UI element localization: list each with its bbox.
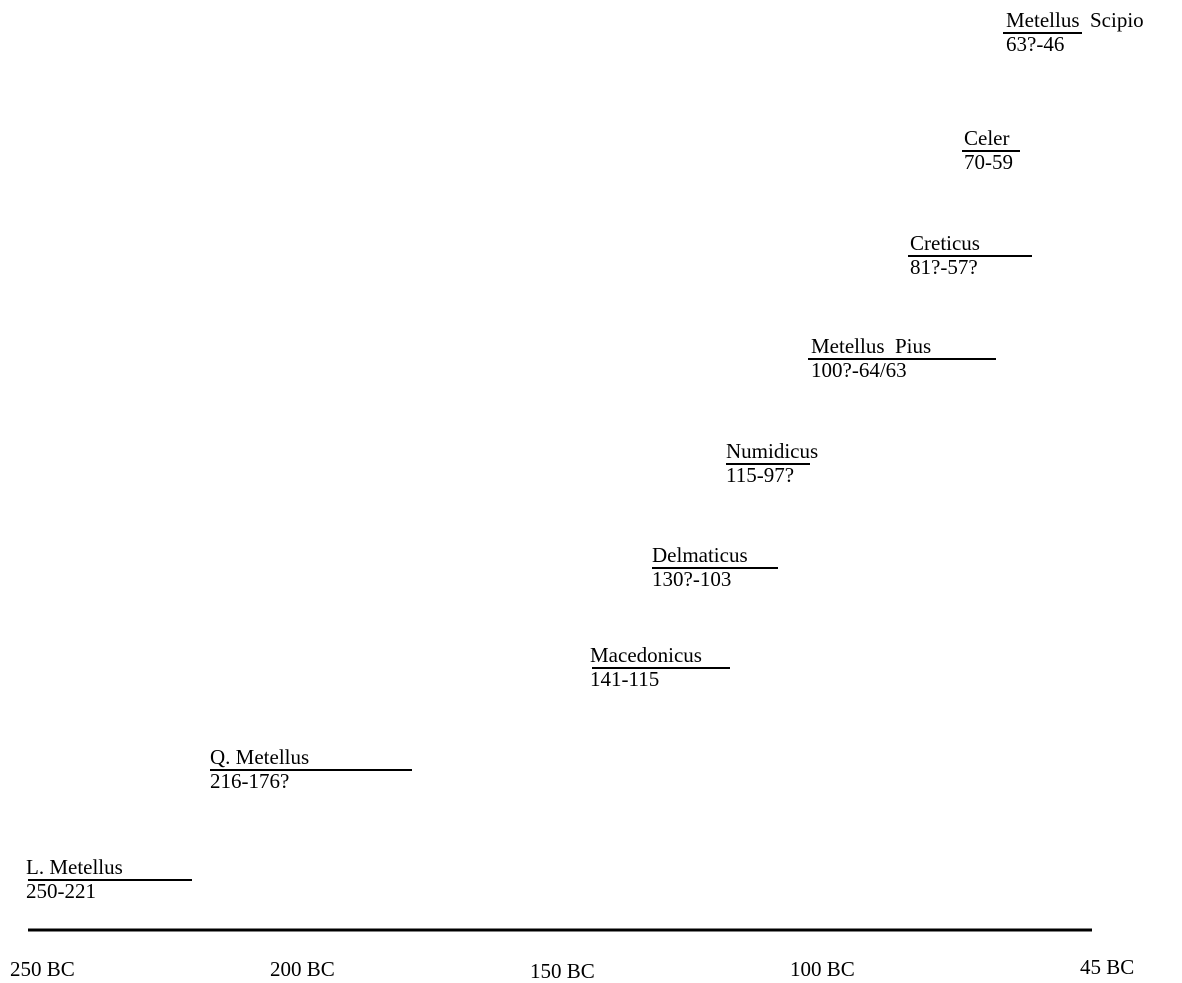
entry-dates: 100?-64/63 bbox=[811, 358, 907, 382]
entry-dates: 115-97? bbox=[726, 463, 794, 487]
entry-dates: 141-115 bbox=[590, 667, 659, 691]
entry-dates: 63?-46 bbox=[1006, 32, 1064, 56]
entry-dates: 216-176? bbox=[210, 769, 289, 793]
entry-dates: 130?-103 bbox=[652, 567, 731, 591]
entry-name: Macedonicus bbox=[590, 643, 702, 667]
tick-labels: 250 BC 200 BC 150 BC 100 BC 45 BC bbox=[10, 955, 1134, 983]
entry-name: Metellus Pius bbox=[811, 334, 931, 358]
entry-dates: 70-59 bbox=[964, 150, 1013, 174]
entry-dates: 250-221 bbox=[26, 879, 96, 903]
entry-name: Q. Metellus bbox=[210, 745, 309, 769]
tick-label: 150 BC bbox=[530, 959, 595, 983]
entry-dates: 81?-57? bbox=[910, 255, 978, 279]
entry-name: Creticus bbox=[910, 231, 980, 255]
tick-label: 45 BC bbox=[1080, 955, 1134, 979]
entry-name: L. Metellus bbox=[26, 855, 123, 879]
time-axis: 250 BC 200 BC 150 BC 100 BC 45 BC bbox=[10, 928, 1134, 983]
entry-name: Celer bbox=[964, 126, 1009, 150]
entry-name: Metellus Scipio bbox=[1006, 8, 1144, 32]
entry-name: Numidicus bbox=[726, 439, 818, 463]
entry-name: Delmaticus bbox=[652, 543, 748, 567]
tick-label: 200 BC bbox=[270, 957, 335, 981]
tick-label: 250 BC bbox=[10, 957, 75, 981]
tick-label: 100 BC bbox=[790, 957, 855, 981]
